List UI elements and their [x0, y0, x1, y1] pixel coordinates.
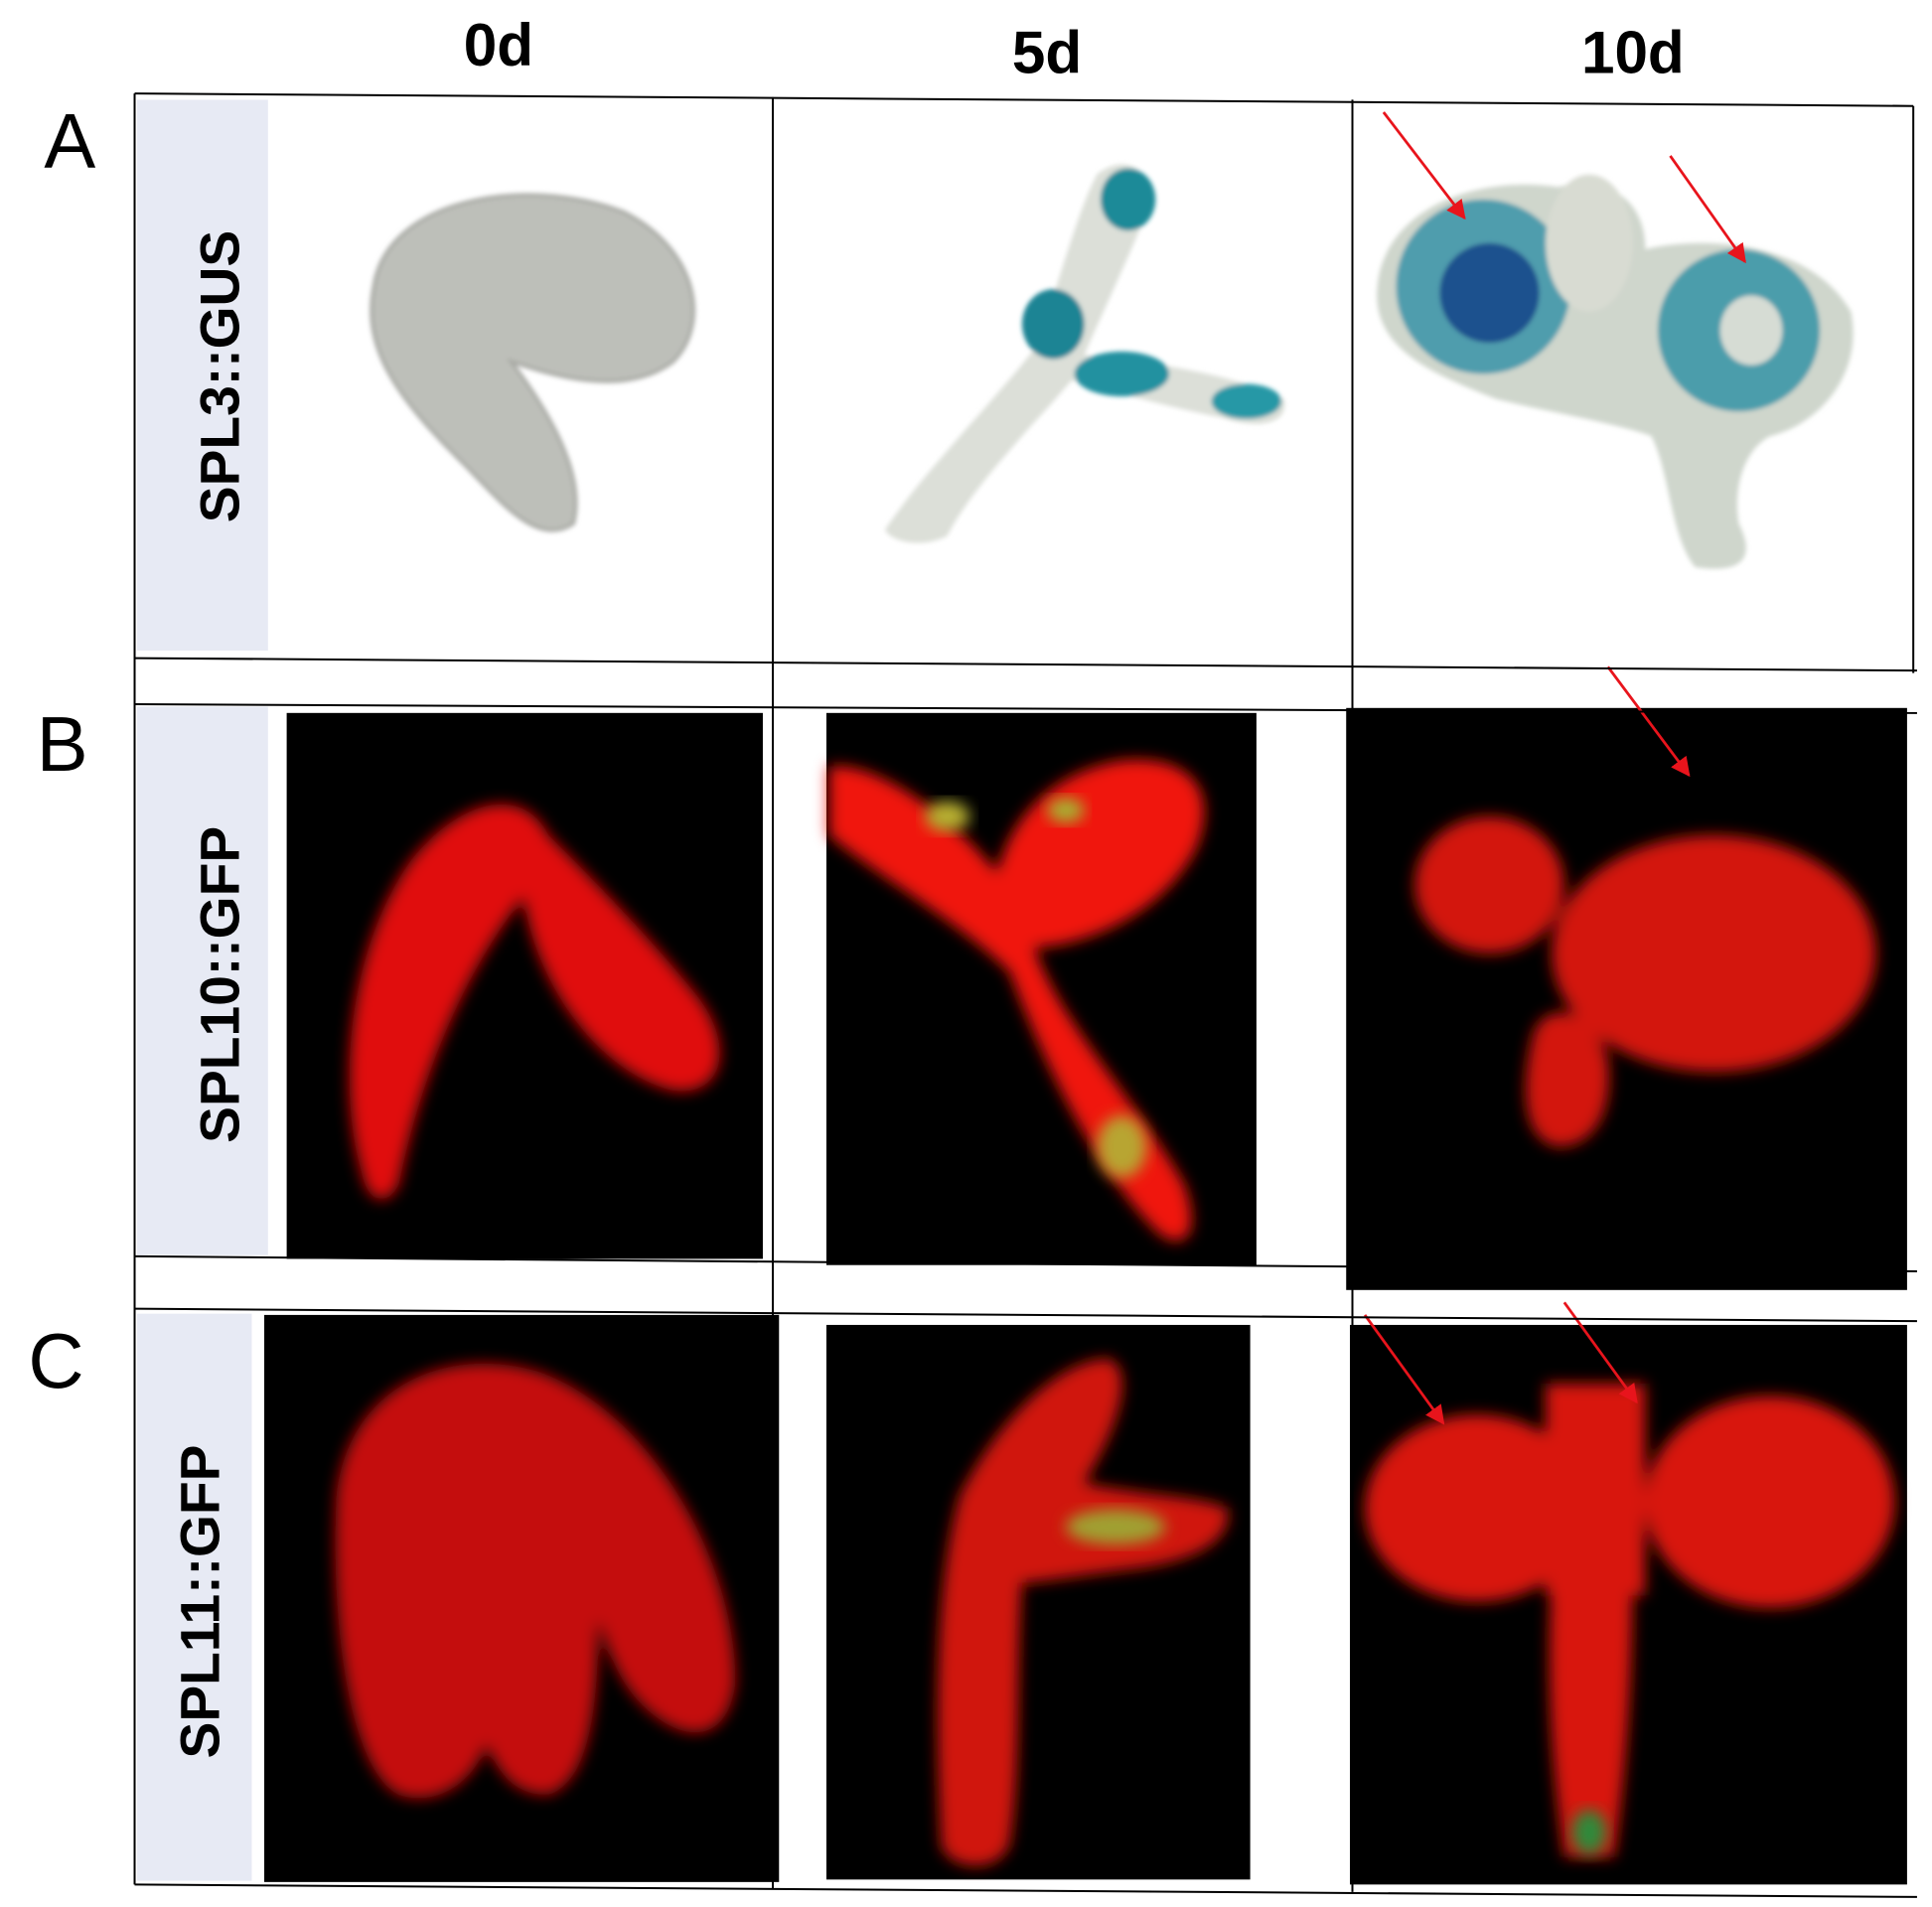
label-strip	[137, 99, 268, 652]
image-gfp-b-0d	[286, 712, 763, 1259]
arrow	[1669, 155, 1746, 264]
arrow	[1382, 111, 1466, 220]
label-strip	[137, 1313, 252, 1881]
image-gfp-c-5d	[825, 1324, 1251, 1880]
image-gus-0d	[370, 193, 695, 532]
arrow	[1606, 665, 1691, 778]
row-letter: B	[37, 702, 88, 788]
row-letter: C	[28, 1319, 83, 1404]
grid	[133, 92, 1917, 1898]
image-gfp-b-5d	[825, 712, 1257, 1265]
arrow	[1363, 1314, 1445, 1425]
label-strip	[137, 706, 268, 1255]
image-gfp-c-0d	[264, 1314, 780, 1882]
image-gfp-b-10d	[1346, 707, 1907, 1290]
column-header: 10d	[1581, 19, 1685, 86]
image-gus-10d	[1377, 174, 1854, 569]
row-label: SPL3::GUS	[189, 230, 250, 522]
column-header: 0d	[464, 11, 533, 78]
row-label: SPL11::GFP	[169, 1445, 230, 1759]
image-gus-5d	[884, 164, 1285, 543]
row-letter: A	[44, 99, 95, 185]
column-header: 5d	[1012, 19, 1082, 86]
row-label: SPL10::GFP	[189, 826, 250, 1143]
